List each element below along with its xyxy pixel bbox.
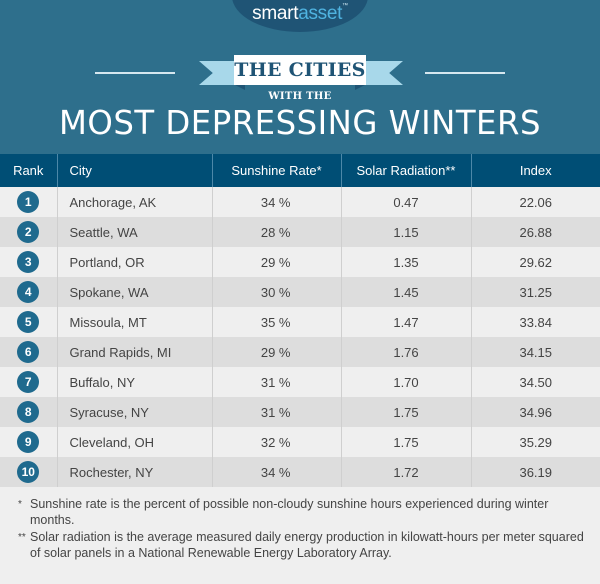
rank-badge: 8 [17,401,40,423]
table-row: 10 Rochester, NY 34 % 1.72 36.19 [0,457,600,487]
column-header-solar-radiation: Solar Radiation** [340,154,471,187]
rank-badge: 10 [17,461,40,483]
city-cell: Cleveland, OH [56,427,212,457]
sunshine-cell: 35 % [211,307,341,337]
index-cell: 31.25 [470,277,600,307]
city-cell: Rochester, NY [56,457,212,487]
footnote-sunshine: * Sunshine rate is the percent of possib… [18,497,588,528]
index-cell: 34.15 [470,337,600,367]
sunshine-cell: 29 % [211,247,341,277]
sunshine-cell: 34 % [211,187,341,217]
index-cell: 34.50 [470,367,600,397]
solar-cell: 1.47 [340,307,471,337]
footnote-mark: ** [18,532,26,543]
table-row: 9 Cleveland, OH 32 % 1.75 35.29 [0,427,600,457]
solar-cell: 1.75 [340,397,471,427]
index-cell: 36.19 [470,457,600,487]
city-cell: Syracuse, NY [56,397,212,427]
table-row: 5 Missoula, MT 35 % 1.47 33.84 [0,307,600,337]
solar-cell: 0.47 [340,187,471,217]
sunshine-cell: 31 % [211,397,341,427]
rank-badge: 1 [17,191,40,213]
rank-badge: 2 [17,221,40,243]
cities-table: Rank City Sunshine Rate* Solar Radiation… [0,154,600,487]
ribbon-fold-right [355,85,365,90]
sunshine-cell: 32 % [211,427,341,457]
table-row: 8 Syracuse, NY 31 % 1.75 34.96 [0,397,600,427]
solar-cell: 1.75 [340,427,471,457]
city-cell: Portland, OR [56,247,212,277]
sunshine-cell: 30 % [211,277,341,307]
solar-cell: 1.15 [340,217,471,247]
table-row: 2 Seattle, WA 28 % 1.15 26.88 [0,217,600,247]
rank-badge: 4 [17,281,40,303]
rank-badge: 5 [17,311,40,333]
smartasset-logo: smartasset™ [0,3,600,25]
index-cell: 34.96 [470,397,600,427]
solar-cell: 1.35 [340,247,471,277]
ribbon-title: THE CITIES [234,55,366,85]
column-header-city: City [56,154,212,187]
sunshine-cell: 34 % [211,457,341,487]
decorative-rule-left [95,72,175,74]
rank-badge: 9 [17,431,40,453]
footnote-text: Sunshine rate is the percent of possible… [30,497,549,527]
logo-text-asset: asset [298,3,343,24]
footnote-text: Solar radiation is the average measured … [30,530,584,560]
table-row: 1 Anchorage, AK 34 % 0.47 22.06 [0,187,600,217]
sunshine-cell: 28 % [211,217,341,247]
city-cell: Buffalo, NY [56,367,212,397]
rank-badge: 7 [17,371,40,393]
footnote-solar: ** Solar radiation is the average measur… [18,530,588,561]
index-cell: 35.29 [470,427,600,457]
table-row: 4 Spokane, WA 30 % 1.45 31.25 [0,277,600,307]
sunshine-cell: 29 % [211,337,341,367]
solar-cell: 1.72 [340,457,471,487]
table-row: 7 Buffalo, NY 31 % 1.70 34.50 [0,367,600,397]
infographic-header: smartasset™ THE CITIES WITH THE MOST DEP… [0,0,600,154]
table-row: 6 Grand Rapids, MI 29 % 1.76 34.15 [0,337,600,367]
index-cell: 22.06 [470,187,600,217]
footnotes: * Sunshine rate is the percent of possib… [18,497,588,563]
city-cell: Spokane, WA [56,277,212,307]
page-title: MOST DEPRESSING WINTERS [59,103,541,142]
logo-text-smart: smart [252,3,299,24]
city-cell: Anchorage, AK [56,187,212,217]
column-header-rank: Rank [0,154,57,187]
footnote-mark: * [18,499,22,510]
index-cell: 33.84 [470,307,600,337]
trademark-symbol: ™ [342,3,348,9]
solar-cell: 1.70 [340,367,471,397]
subtitle-with-the: WITH THE [268,91,332,102]
rank-badge: 3 [17,251,40,273]
index-cell: 26.88 [470,217,600,247]
column-header-sunshine-rate: Sunshine Rate* [211,154,341,187]
decorative-rule-right [425,72,505,74]
index-cell: 29.62 [470,247,600,277]
city-cell: Seattle, WA [56,217,212,247]
city-cell: Missoula, MT [56,307,212,337]
table-header-row: Rank City Sunshine Rate* Solar Radiation… [0,154,600,187]
solar-cell: 1.45 [340,277,471,307]
solar-cell: 1.76 [340,337,471,367]
column-header-index: Index [470,154,600,187]
rank-badge: 6 [17,341,40,363]
table-row: 3 Portland, OR 29 % 1.35 29.62 [0,247,600,277]
sunshine-cell: 31 % [211,367,341,397]
ribbon-fold-left [235,85,245,90]
city-cell: Grand Rapids, MI [56,337,212,367]
